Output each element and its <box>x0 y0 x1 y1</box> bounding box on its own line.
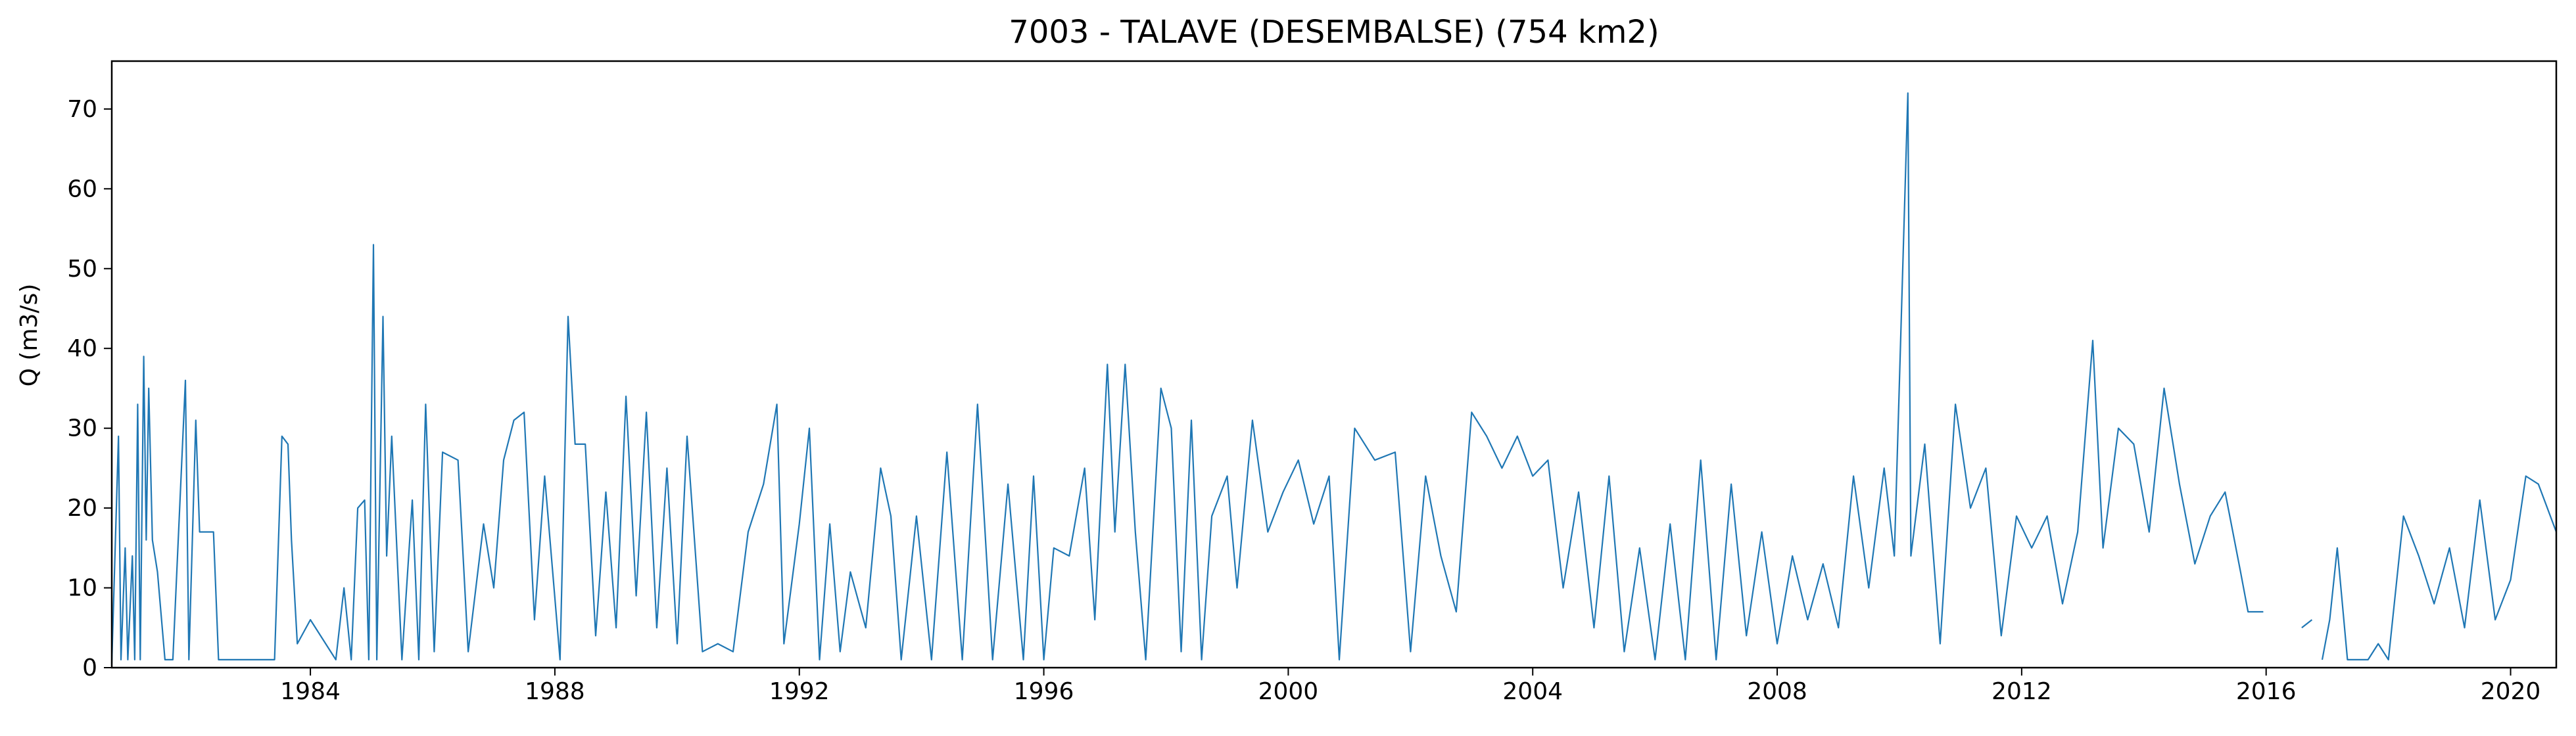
y-tick-label: 10 <box>67 575 97 602</box>
y-axis-ticks: 0 10 20 30 40 50 60 70 <box>67 96 112 681</box>
x-tick-label: 2020 <box>2481 678 2541 705</box>
series-line-segment <box>2321 475 2558 660</box>
x-tick-label: 1988 <box>525 678 585 705</box>
y-tick-label: 70 <box>67 96 97 123</box>
plot-area-frame <box>110 60 2558 669</box>
y-tick-label: 60 <box>67 175 97 202</box>
y-tick-label: 50 <box>67 256 97 283</box>
chart-title: 7003 - TALAVE (DESEMBALSE) (754 km2) <box>1009 14 1659 51</box>
y-tick-label: 20 <box>67 495 97 522</box>
x-tick-label: 2000 <box>1258 678 1319 705</box>
x-tick-label: 2016 <box>2236 678 2297 705</box>
x-tick-label: 1996 <box>1014 678 1074 705</box>
y-tick-label: 0 <box>82 655 97 681</box>
x-tick-label: 1992 <box>769 678 830 705</box>
series-layer <box>110 92 2558 664</box>
series-line-segment <box>110 92 2264 664</box>
y-axis-label: Q (m3/s) <box>16 284 43 387</box>
x-tick-label: 2008 <box>1747 678 1807 705</box>
x-axis-ticks: 1984 1988 1992 1996 2000 2004 2008 2012 2016 2020 <box>280 668 2540 705</box>
x-tick-label: 2004 <box>1502 678 1563 705</box>
x-tick-label: 1984 <box>280 678 341 705</box>
x-tick-label: 2012 <box>1992 678 2052 705</box>
series-line-segment <box>2301 619 2313 629</box>
y-tick-label: 40 <box>67 335 97 362</box>
y-tick-label: 30 <box>67 415 97 442</box>
